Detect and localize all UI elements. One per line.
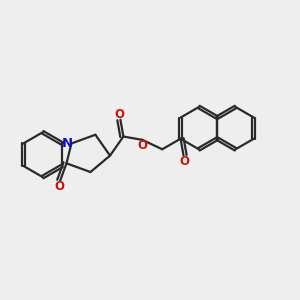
Text: O: O (179, 155, 189, 168)
Text: N: N (62, 137, 73, 150)
Text: O: O (114, 108, 124, 121)
Text: O: O (55, 180, 64, 193)
Text: O: O (137, 139, 147, 152)
